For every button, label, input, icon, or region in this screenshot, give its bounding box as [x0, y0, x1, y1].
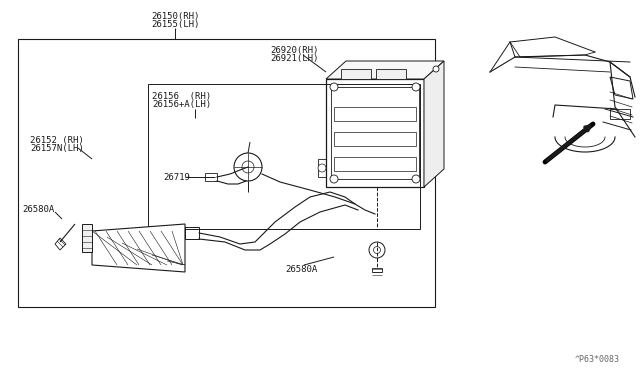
Bar [326, 79, 424, 187]
Bar [185, 227, 199, 239]
Bar [318, 159, 326, 177]
Circle shape [369, 242, 385, 258]
Text: 26156+A(LH): 26156+A(LH) [152, 100, 211, 109]
Text: 26150(RH): 26150(RH) [151, 12, 199, 20]
Text: 26580A: 26580A [285, 264, 317, 273]
Circle shape [234, 153, 262, 181]
Circle shape [330, 175, 338, 183]
Text: 26155(LH): 26155(LH) [151, 19, 199, 29]
Text: 26719: 26719 [163, 173, 190, 182]
Bar [334, 107, 416, 121]
Circle shape [412, 175, 420, 183]
Bar [205, 173, 217, 181]
Bar [610, 109, 630, 119]
Bar [148, 84, 420, 229]
Circle shape [242, 161, 254, 173]
Polygon shape [610, 77, 633, 99]
Circle shape [330, 83, 338, 91]
Polygon shape [326, 61, 444, 79]
Polygon shape [92, 224, 185, 272]
Polygon shape [82, 224, 92, 252]
Polygon shape [372, 268, 382, 272]
Bar [341, 69, 371, 79]
Bar [334, 157, 416, 171]
Circle shape [318, 164, 326, 172]
Text: 26152 (RH): 26152 (RH) [30, 135, 84, 144]
Polygon shape [424, 61, 444, 187]
Text: 26156  (RH): 26156 (RH) [152, 93, 211, 102]
Polygon shape [55, 238, 66, 250]
Circle shape [433, 66, 439, 72]
Text: 26921(LH): 26921(LH) [270, 54, 318, 62]
Text: ^P63*0083: ^P63*0083 [575, 355, 620, 364]
Circle shape [374, 247, 381, 253]
Circle shape [412, 83, 420, 91]
Text: 26157N(LH): 26157N(LH) [30, 144, 84, 153]
Bar [18, 39, 435, 307]
Bar [376, 69, 406, 79]
Bar [331, 87, 419, 179]
Text: 26580A: 26580A [22, 205, 54, 214]
Text: 26920(RH): 26920(RH) [270, 45, 318, 55]
Bar [334, 132, 416, 146]
